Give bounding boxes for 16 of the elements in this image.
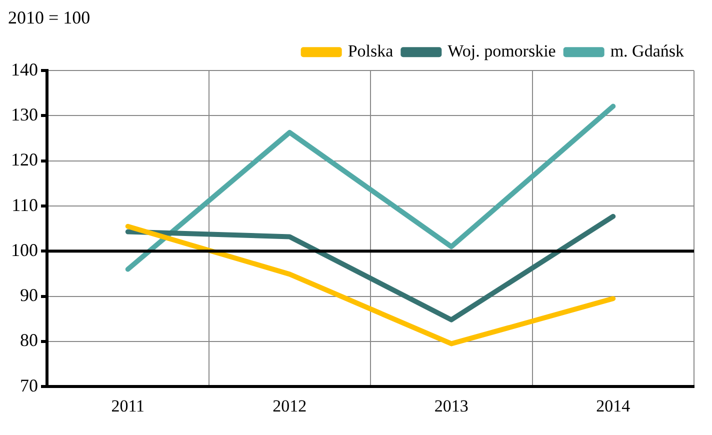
legend-label: Polska: [348, 42, 394, 61]
y-tick-label: 80: [20, 330, 38, 350]
legend-label: Woj. pomorskie: [448, 42, 556, 61]
x-tick-label: 2013: [434, 396, 468, 416]
x-tick-label: 2012: [272, 396, 307, 416]
y-tick-label: 140: [11, 59, 38, 80]
y-tick-label: 100: [11, 240, 38, 260]
x-tick-label: 2014: [596, 396, 631, 416]
y-tick-label: 70: [20, 375, 38, 396]
y-tick-label: 130: [11, 104, 38, 124]
x-tick-label: 2011: [111, 396, 145, 416]
y-tick-label: 120: [11, 150, 38, 170]
chart-title: 2010 = 100: [8, 8, 90, 28]
legend-label: m. Gdańsk: [610, 42, 684, 61]
y-tick-label: 110: [12, 194, 38, 215]
y-tick-label: 90: [20, 285, 38, 306]
